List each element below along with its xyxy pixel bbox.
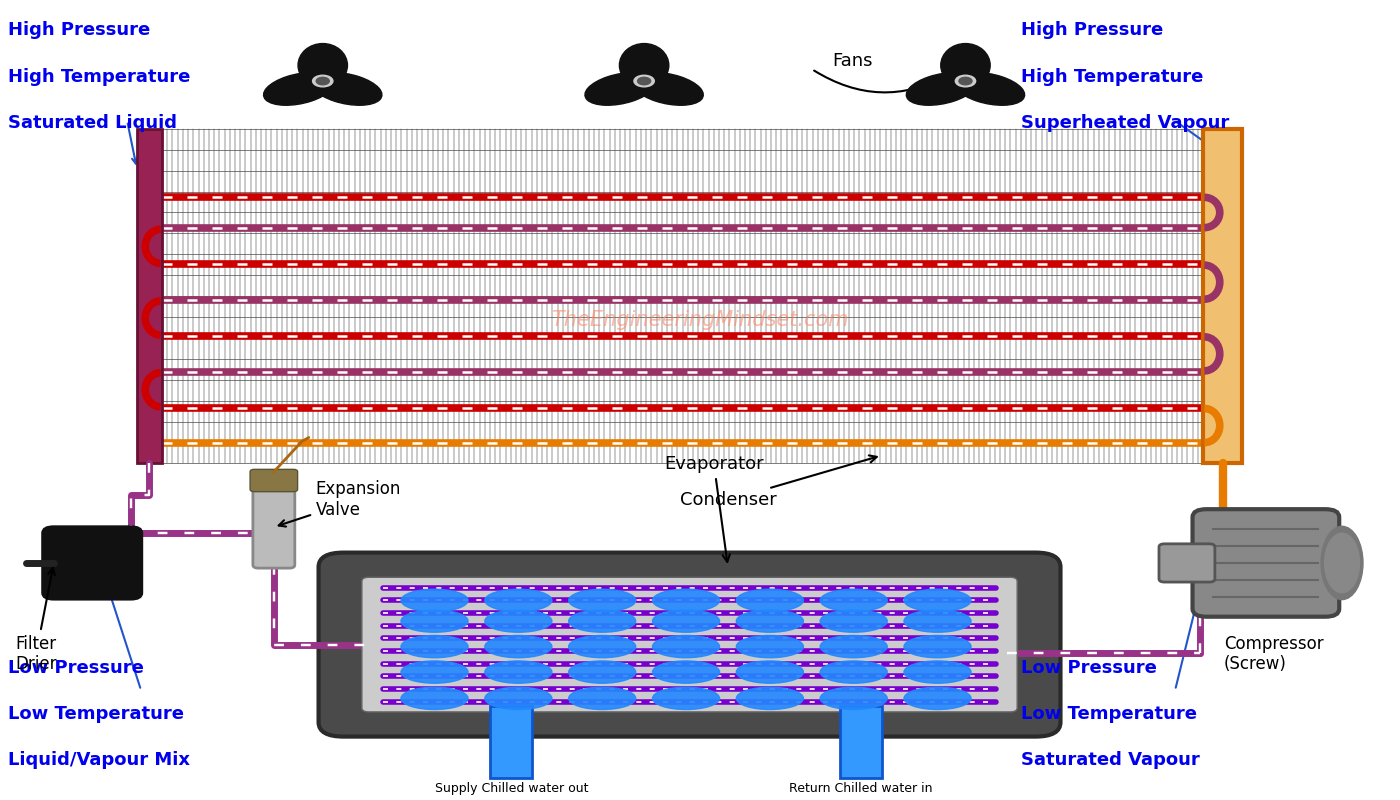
Ellipse shape — [585, 73, 655, 106]
FancyBboxPatch shape — [1159, 544, 1215, 582]
Ellipse shape — [820, 687, 888, 710]
FancyBboxPatch shape — [1203, 129, 1242, 463]
Ellipse shape — [568, 590, 636, 611]
Text: Condenser: Condenser — [679, 455, 876, 510]
Ellipse shape — [941, 43, 990, 87]
Ellipse shape — [619, 43, 669, 87]
Ellipse shape — [820, 610, 888, 632]
Ellipse shape — [263, 73, 335, 106]
Ellipse shape — [904, 610, 972, 632]
Text: Low Temperature: Low Temperature — [1022, 705, 1197, 722]
Ellipse shape — [298, 43, 347, 87]
Text: High Pressure: High Pressure — [8, 22, 151, 39]
Text: Saturated Liquid: Saturated Liquid — [8, 114, 178, 132]
FancyBboxPatch shape — [319, 553, 1060, 737]
Text: Expansion
Valve: Expansion Valve — [279, 480, 402, 526]
Ellipse shape — [568, 610, 636, 632]
Ellipse shape — [400, 610, 468, 632]
Ellipse shape — [820, 661, 888, 683]
Ellipse shape — [400, 590, 468, 611]
Circle shape — [316, 78, 329, 85]
FancyBboxPatch shape — [361, 578, 1018, 712]
Text: Return Chilled water in: Return Chilled water in — [790, 782, 932, 795]
Ellipse shape — [1324, 533, 1359, 593]
Ellipse shape — [736, 610, 804, 632]
Ellipse shape — [484, 635, 552, 658]
Ellipse shape — [955, 73, 1025, 106]
Ellipse shape — [736, 687, 804, 710]
Ellipse shape — [400, 687, 468, 710]
Ellipse shape — [652, 635, 720, 658]
Text: Saturated Vapour: Saturated Vapour — [1022, 751, 1200, 769]
Ellipse shape — [568, 661, 636, 683]
FancyBboxPatch shape — [840, 706, 882, 778]
Text: High Temperature: High Temperature — [8, 67, 190, 86]
FancyBboxPatch shape — [42, 526, 141, 599]
Circle shape — [312, 75, 333, 87]
Text: Liquid/Vapour Mix: Liquid/Vapour Mix — [8, 751, 190, 769]
Ellipse shape — [568, 635, 636, 658]
FancyBboxPatch shape — [1193, 509, 1340, 617]
Text: Low Pressure: Low Pressure — [1022, 658, 1158, 677]
Ellipse shape — [400, 635, 468, 658]
Circle shape — [637, 78, 651, 85]
Ellipse shape — [484, 661, 552, 683]
Ellipse shape — [736, 635, 804, 658]
FancyBboxPatch shape — [251, 470, 298, 492]
Text: Low Pressure: Low Pressure — [8, 658, 144, 677]
Text: High Temperature: High Temperature — [1022, 67, 1204, 86]
Circle shape — [634, 75, 654, 87]
Ellipse shape — [484, 610, 552, 632]
Ellipse shape — [820, 590, 888, 611]
Ellipse shape — [906, 73, 977, 106]
Text: TheEngineeringMindset.com: TheEngineeringMindset.com — [552, 310, 848, 330]
Ellipse shape — [652, 610, 720, 632]
Ellipse shape — [736, 590, 804, 611]
Ellipse shape — [904, 635, 972, 658]
Text: Fans: Fans — [833, 52, 874, 70]
Text: Compressor
(Screw): Compressor (Screw) — [1224, 634, 1323, 674]
Text: Superheated Vapour: Superheated Vapour — [1022, 114, 1229, 132]
Circle shape — [955, 75, 976, 87]
Ellipse shape — [400, 661, 468, 683]
Ellipse shape — [904, 590, 972, 611]
Ellipse shape — [1322, 526, 1364, 599]
Ellipse shape — [652, 687, 720, 710]
Text: Filter
Drier: Filter Drier — [15, 568, 57, 674]
Text: High Pressure: High Pressure — [1022, 22, 1163, 39]
Ellipse shape — [820, 635, 888, 658]
FancyBboxPatch shape — [137, 129, 162, 463]
Ellipse shape — [736, 661, 804, 683]
Text: Supply Chilled water out: Supply Chilled water out — [434, 782, 588, 795]
Ellipse shape — [652, 661, 720, 683]
Text: Evaporator: Evaporator — [664, 455, 764, 562]
Ellipse shape — [904, 687, 972, 710]
Ellipse shape — [568, 687, 636, 710]
Ellipse shape — [484, 687, 552, 710]
Text: Low Temperature: Low Temperature — [8, 705, 185, 722]
Ellipse shape — [652, 590, 720, 611]
Ellipse shape — [633, 73, 703, 106]
Ellipse shape — [311, 73, 382, 106]
FancyBboxPatch shape — [490, 706, 532, 778]
Ellipse shape — [484, 590, 552, 611]
FancyBboxPatch shape — [253, 486, 295, 568]
Circle shape — [959, 78, 972, 85]
Ellipse shape — [904, 661, 972, 683]
